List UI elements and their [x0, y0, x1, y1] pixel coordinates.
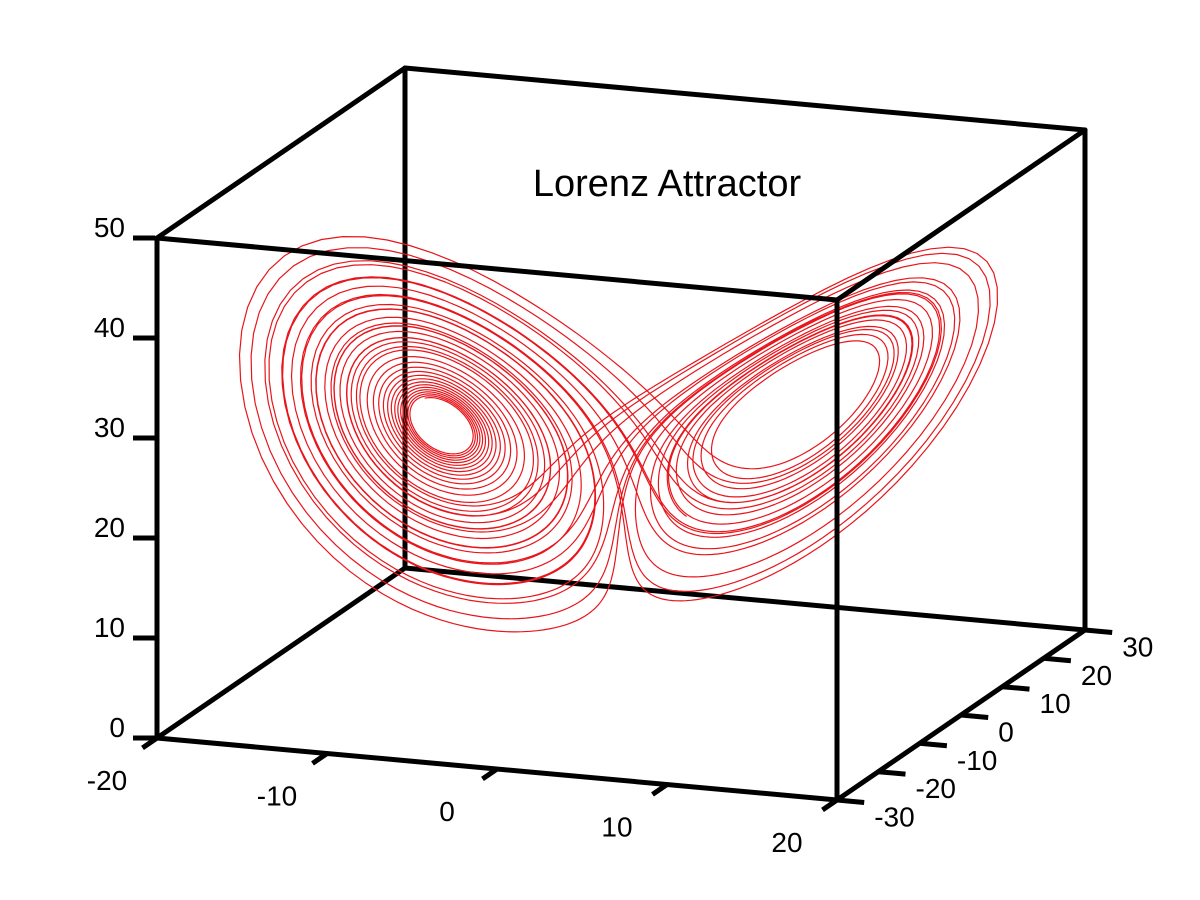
z-tick-label: 50 [94, 212, 125, 243]
y-tick-mark [1043, 655, 1072, 664]
box-edge-back [154, 65, 408, 241]
z-tick-label: 20 [94, 512, 125, 543]
z-tick-label: 30 [94, 412, 125, 443]
y-tick-label: -10 [957, 745, 997, 776]
box-back-edges [154, 65, 1088, 741]
y-tick-label: 0 [998, 717, 1014, 748]
box-front-edges [154, 127, 1088, 803]
z-tick-label: 0 [109, 712, 125, 743]
x-tick-label: 20 [771, 827, 802, 858]
x-tick-label: 0 [439, 796, 455, 827]
chart-title: Lorenz Attractor [533, 163, 802, 205]
y-tick-mark [836, 797, 865, 805]
x-tick-mark [821, 797, 839, 812]
x-tick-mark [651, 782, 669, 797]
x-tick-label: -20 [87, 765, 127, 796]
y-tick-mark [1002, 684, 1030, 692]
x-tick-mark [141, 735, 159, 750]
y-tick-label: 10 [1040, 688, 1071, 719]
y-tick-mark [1084, 627, 1113, 635]
y-tick-mark [878, 769, 906, 777]
y-tick-label: -20 [916, 773, 956, 804]
y-tick-label: -30 [874, 802, 914, 833]
y-tick-mark [960, 712, 989, 720]
z-tick-label: 40 [94, 312, 125, 343]
lorenz-trajectory [238, 236, 999, 633]
box-edge-back [154, 565, 408, 741]
x-tick-label: -10 [257, 781, 297, 812]
y-tick-mark [919, 740, 948, 749]
y-tick-label: 30 [1122, 632, 1153, 663]
box-edge-back [402, 565, 1088, 633]
box-edge-front [834, 127, 1088, 303]
x-tick-mark [311, 751, 329, 766]
box-edge-front [154, 235, 840, 303]
box-edge-back [402, 65, 1088, 133]
trajectory-layer [238, 236, 999, 633]
y-tick-label: 20 [1081, 660, 1112, 691]
x-tick-label: 10 [601, 812, 632, 843]
x-tick-mark [481, 766, 499, 781]
z-tick-label: 10 [94, 612, 125, 643]
